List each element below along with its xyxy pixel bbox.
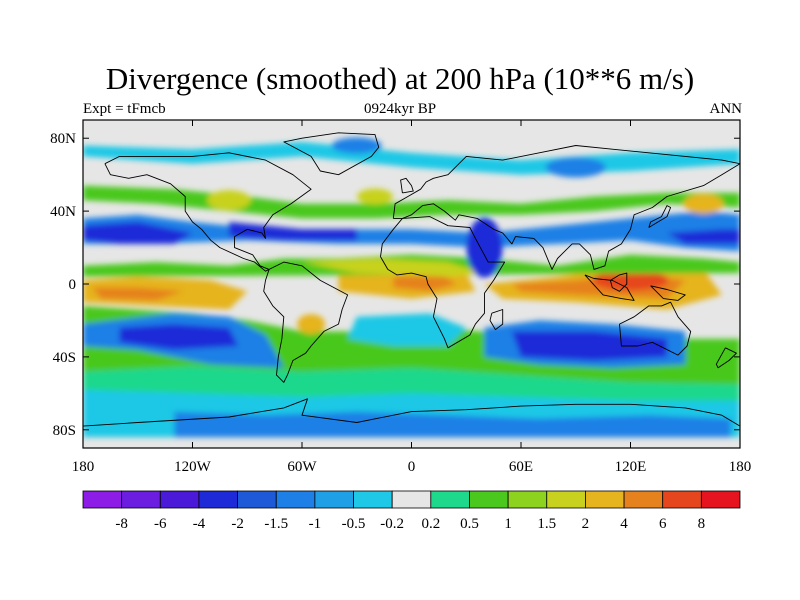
colorbar-label: 6: [659, 516, 667, 532]
madagascar-coast: [489, 309, 504, 331]
north-atlantic-dark-blue: [229, 222, 357, 241]
siberia-blue: [545, 157, 606, 178]
brazil-orange: [297, 314, 326, 335]
colorbar-label: -4: [193, 516, 206, 532]
colorbar-swatch: [353, 490, 393, 509]
colorbar-swatch: [507, 490, 548, 509]
south-america-coast: [263, 261, 349, 383]
field-layer: [83, 120, 740, 448]
colorbar-label: -6: [154, 516, 167, 532]
north-america-yellow: [207, 190, 251, 211]
colorbar-label: -2: [231, 516, 244, 532]
colorbar-label: 1: [504, 516, 512, 532]
colorbar-label: -0.5: [342, 516, 366, 532]
axis-ticks: 80N 40N 0 40S 80S 180 120W 60W 0 60E 120E 180: [50, 120, 751, 475]
australia-coast: [619, 301, 692, 356]
colorbar-label: -8: [115, 516, 128, 532]
time-label: 0924kyr BP: [363, 101, 437, 117]
colorbar-swatch: [662, 490, 702, 509]
north-subtropical-blue: [83, 211, 740, 252]
colorbar-swatch: [623, 490, 664, 509]
west-pacific-dark-blue: [667, 229, 740, 244]
colorbar-swatch: [700, 490, 741, 509]
colorbar-swatch: [198, 490, 238, 509]
plot-title: Divergence (smoothed) at 200 hPa (10**6 …: [105, 61, 695, 96]
lat-tick-label: 40S: [53, 350, 76, 366]
north-pacific-orange: [683, 193, 724, 214]
south-atlantic-cyan: [347, 313, 467, 346]
colorbar-label: 1.5: [537, 516, 556, 532]
red-sea-dark-blue: [466, 217, 503, 278]
coastlines: [83, 132, 740, 427]
lon-tick-label: 120W: [174, 459, 212, 475]
indonesia-coast: [584, 274, 635, 301]
colorbar-label: 8: [698, 516, 706, 532]
south-pacific-dark-blue: [119, 324, 239, 350]
africa-dark-orange: [393, 273, 458, 292]
colorbar-swatch: [275, 490, 316, 509]
antarctica-coast: [83, 398, 740, 427]
colorbar-swatch: [430, 490, 470, 509]
lon-tick-label: 180: [729, 459, 752, 475]
arctic-blue: [331, 137, 382, 154]
north-america-coast: [104, 152, 312, 272]
indian-ocean-dark-blue: [511, 331, 667, 361]
lon-tick-label: 60W: [287, 459, 317, 475]
colorbar-swatch: [314, 490, 354, 509]
lat-tick-label: 80N: [50, 131, 76, 147]
north-atlantic-yellow: [357, 188, 393, 205]
north-tropical-yellow: [302, 258, 485, 277]
colorbar-swatch: [585, 490, 625, 509]
colorbar-label: 0.5: [460, 516, 479, 532]
colorbar-label: -1: [309, 516, 322, 532]
lat-tick-label: 0: [69, 277, 77, 293]
colorbar-swatch: [159, 490, 200, 509]
north-pacific-dark-blue: [83, 222, 193, 244]
lon-tick-label: 60E: [509, 459, 533, 475]
lat-tick-label: 40N: [50, 204, 76, 220]
greenland-coast: [283, 132, 380, 176]
north-midlat-green: [83, 185, 740, 219]
divergence-field: [83, 120, 740, 448]
colorbar: -8 -6 -4 -2 -1.5 -1 -0.5 -0.2 0.2 0.5 1 1.5 2 4 6 8: [82, 490, 741, 532]
lon-tick-label: 0: [408, 459, 416, 475]
lon-tick-label: 120E: [615, 459, 647, 475]
colorbar-swatch: [469, 490, 509, 509]
experiment-label: Expt = tFmcb: [83, 101, 166, 117]
antarctic-blue-belt: [174, 411, 731, 438]
colorbar-label: -0.2: [380, 516, 404, 532]
eurasia-coast: [392, 145, 740, 270]
colorbar-label: 0.2: [421, 516, 440, 532]
africa-coast: [380, 216, 506, 349]
colorbar-label: -1.5: [264, 516, 288, 532]
colorbar-swatch: [546, 490, 586, 509]
borneo-coast: [609, 272, 628, 292]
lat-tick-label: 80S: [53, 423, 76, 439]
lon-tick-label: 180: [72, 459, 95, 475]
colorbar-swatch: [237, 490, 277, 509]
colorbar-swatch: [391, 490, 432, 509]
colorbar-label: 4: [620, 516, 628, 532]
colorbar-swatch: [82, 490, 123, 509]
colorbar-label: 2: [582, 516, 590, 532]
japan-coast: [648, 205, 672, 228]
new-guinea-coast: [650, 285, 686, 301]
field-bands: [83, 137, 740, 438]
colorbar-swatch: [121, 490, 161, 509]
britain-coast: [400, 177, 414, 194]
east-pacific-dark-orange: [92, 287, 184, 301]
season-label: ANN: [709, 101, 743, 117]
new-zealand-coast: [715, 347, 737, 369]
